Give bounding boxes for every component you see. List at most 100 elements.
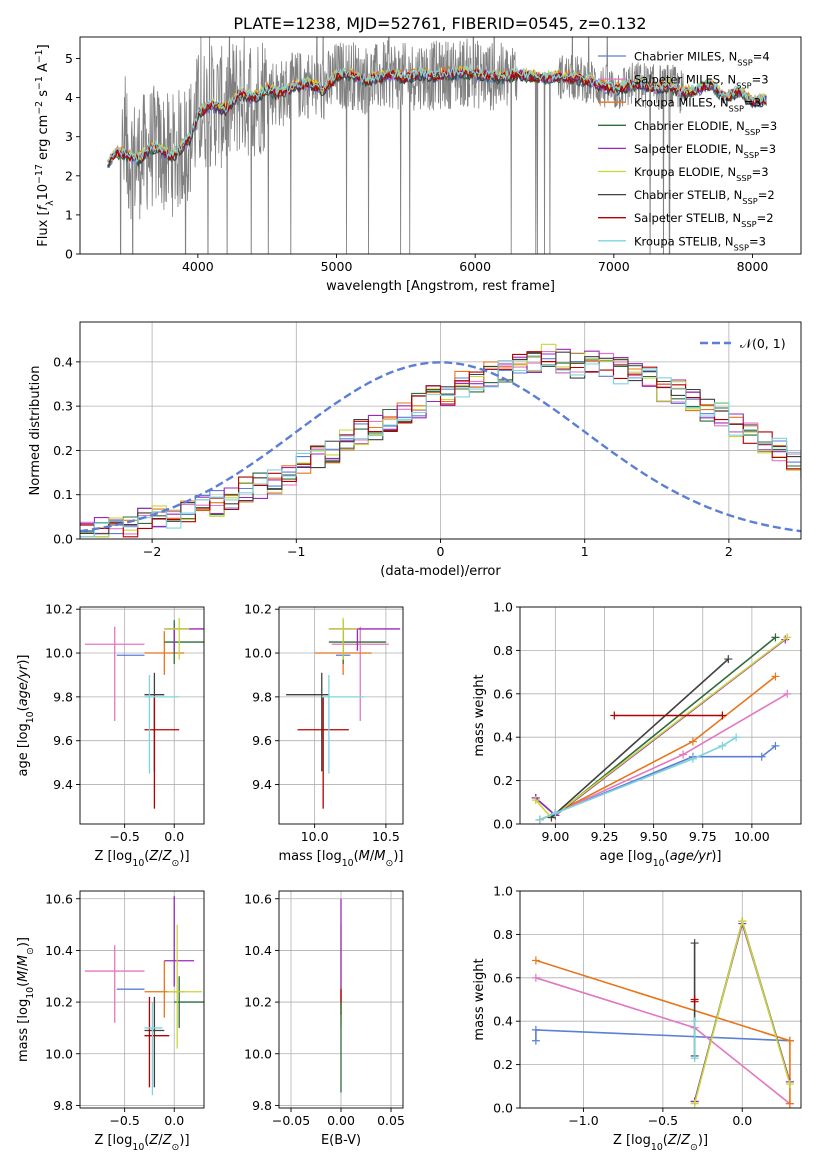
weight-marker	[718, 741, 727, 750]
x-tick-label: 1	[581, 544, 589, 559]
y-tick-label: 1.0	[493, 884, 513, 899]
spectrum-panel: 4000 5000 6000 7000 8000 0 1 2 3 4 5 wavelength [An…	[34, 36, 802, 294]
y-tick-label: 2	[65, 168, 73, 183]
histogram-salpeter-stelib	[80, 351, 801, 538]
mass_vs_ebv-panel: −0.05 0.00 0.05 9.8 10.0 10.2 10.4 10.6 E(B-V)	[244, 890, 405, 1148]
x-axis-label: mass [log10(M/M⊙)]	[279, 849, 404, 869]
weight-marker	[732, 733, 741, 742]
y-axis-label: mass weight	[472, 958, 487, 1040]
y-axis-label: mass [log10(M/M⊙)]	[16, 937, 36, 1062]
x-tick-label: 8000	[737, 259, 769, 274]
y-tick-label: 10.0	[244, 1046, 272, 1061]
legend-label: Kroupa MILES, NSSP=3	[634, 96, 761, 114]
residuals-plot-area	[80, 343, 801, 538]
x-tick-label: −0.5	[109, 829, 139, 844]
y-tick-label: 0.4	[493, 730, 513, 745]
x-tick-label: 10.0	[301, 829, 329, 844]
y-tick-label: 10.4	[45, 943, 73, 958]
weight-line-chabrier-miles	[539, 745, 776, 821]
x-tick-label: 0.05	[377, 1113, 405, 1128]
weight-marker	[679, 750, 688, 759]
legend-label: Kroupa ELODIE, NSSP=3	[634, 165, 769, 183]
weight-marker	[738, 917, 747, 926]
spectrum-plot-area	[107, 37, 767, 254]
x-tick-label: 0.0	[164, 829, 184, 844]
y-tick-label: 10.0	[45, 646, 73, 661]
legend-label: Chabrier MILES, NSSP=4	[634, 50, 770, 68]
y-tick-label: 10.6	[244, 891, 272, 906]
y-axis-label: mass weight	[472, 674, 487, 756]
y-tick-label: 9.6	[252, 733, 272, 748]
weight-marker	[531, 973, 540, 982]
weight-marker	[688, 754, 697, 763]
weight-marker	[690, 997, 699, 1006]
x-tick-label: −1	[287, 544, 305, 559]
x-tick-label: 2	[725, 544, 733, 559]
y-tick-label: 0.4	[53, 354, 73, 369]
weight_vs_age-plot-area	[531, 633, 792, 824]
axes-frame	[519, 606, 802, 825]
histogram-chabrier-elodie	[80, 352, 801, 533]
weight-marker	[535, 815, 544, 824]
histogram-salpeter-miles	[80, 351, 801, 535]
histogram-chabrier-miles	[80, 352, 801, 538]
legend-label: Salpeter MILES, NSSP=3	[634, 73, 769, 91]
y-tick-label: 10.2	[45, 995, 73, 1010]
y-tick-label: 0.1	[53, 487, 73, 502]
panels: 4000 5000 6000 7000 8000 0 1 2 3 4 5 wavelength [An…	[16, 36, 802, 1153]
axes-frame	[79, 890, 205, 1109]
x-tick-label: −0.5	[109, 1113, 139, 1128]
legend-label: Chabrier ELODIE, NSSP=3	[634, 119, 777, 137]
y-tick-label: 4	[65, 90, 73, 105]
x-tick-label: 10.00	[734, 829, 770, 844]
weight-marker	[531, 796, 540, 805]
y-axis-label: Normed distribution	[28, 366, 43, 496]
y-tick-label: 0.0	[53, 532, 73, 547]
x-tick-label: 0	[437, 544, 445, 559]
histogram-kroupa-stelib	[80, 360, 801, 538]
y-tick-label: 0.8	[493, 927, 513, 942]
legend-label: Salpeter ELODIE, NSSP=3	[634, 142, 776, 160]
x-axis-label: Z [log10(Z/Z⊙)]	[94, 849, 189, 869]
weight-marker	[690, 1054, 699, 1063]
x-tick-label: 4000	[182, 259, 214, 274]
weight-marker	[785, 1036, 794, 1045]
y-tick-label: 1	[65, 207, 73, 222]
x-axis-label: age [log10(age/yr)]	[599, 849, 721, 869]
x-axis-label: (data-model)/error	[380, 564, 501, 579]
legend-label: Salpeter STELIB, NSSP=2	[634, 211, 774, 229]
x-tick-label: −2	[143, 544, 161, 559]
x-tick-label: 9.25	[591, 829, 619, 844]
y-tick-label: 1.0	[493, 600, 513, 615]
y-tick-label: 10.2	[244, 602, 272, 617]
weight_vs_age-panel: 9.00 9.25 9.50 9.75 10.00 0.0 0.2 0.4 0.6 0.8 1.0 a…	[472, 600, 802, 869]
legend-label: Kroupa STELIB, NSSP=3	[634, 234, 766, 252]
weight-marker	[610, 711, 619, 720]
gaussian-curve	[80, 361, 801, 533]
weight-line-salpeter-elodie	[535, 638, 786, 817]
y-tick-label: 9.6	[53, 733, 73, 748]
x-axis-label: wavelength [Angstrom, rest frame]	[326, 279, 555, 294]
y-tick-label: 5	[65, 51, 73, 66]
weight-marker	[785, 1099, 794, 1108]
x-tick-label: −1.0	[568, 1113, 598, 1128]
y-tick-label: 9.8	[252, 689, 272, 704]
y-tick-label: 0.6	[493, 686, 513, 701]
legend: Chabrier MILES, NSSP=4 Salpeter MILES, NS…	[598, 50, 777, 252]
weight-marker	[785, 1080, 794, 1089]
weight_vs_Z-plot-area	[531, 917, 794, 1108]
age_vs_mass-plot-area	[286, 617, 401, 809]
weight-marker	[771, 633, 780, 642]
weight-line-kroupa-elodie	[535, 636, 788, 819]
y-tick-label: 10.0	[45, 1046, 73, 1061]
axes-frame	[79, 36, 802, 255]
y-tick-label: 0	[65, 247, 73, 262]
weight-line-kroupa-miles	[539, 675, 776, 821]
y-tick-label: 0.0	[493, 1101, 513, 1116]
age_vs_Z-panel: −0.5 0.0 9.4 9.6 9.8 10.0 10.2 Z [log10(Z/Z⊙)] a…	[16, 602, 205, 869]
y-tick-label: 10.0	[244, 646, 272, 661]
weight-marker	[718, 711, 727, 720]
x-tick-label: 7000	[598, 259, 630, 274]
legend: 𝒩(0, 1)	[700, 336, 786, 351]
